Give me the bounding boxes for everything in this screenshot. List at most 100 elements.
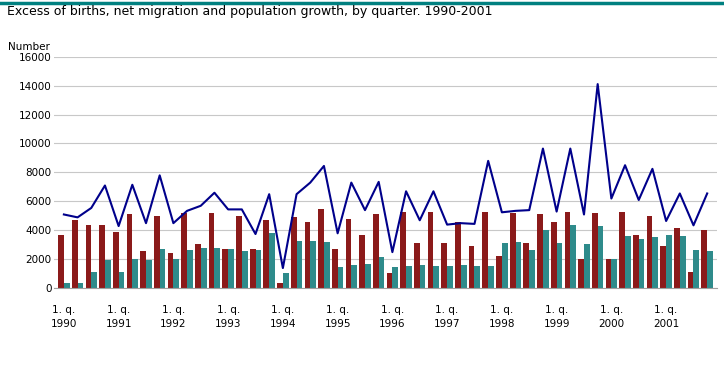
Text: 1. q.: 1. q.: [599, 305, 623, 315]
Bar: [154, 216, 160, 288]
Bar: [571, 225, 576, 288]
Text: 1. q.: 1. q.: [107, 305, 130, 315]
Bar: [387, 273, 392, 288]
Bar: [242, 251, 248, 288]
Text: 1. q.: 1. q.: [490, 305, 513, 315]
Bar: [173, 260, 179, 288]
Bar: [468, 246, 474, 288]
Bar: [406, 266, 412, 288]
Bar: [460, 265, 466, 288]
Bar: [639, 239, 644, 288]
Bar: [543, 230, 549, 288]
Text: 1992: 1992: [160, 319, 187, 329]
Bar: [551, 222, 557, 288]
Text: 1999: 1999: [544, 319, 570, 329]
Bar: [694, 250, 699, 288]
Bar: [132, 260, 138, 288]
Text: 1. q.: 1. q.: [272, 305, 295, 315]
Bar: [447, 266, 453, 288]
Bar: [222, 249, 228, 288]
Bar: [324, 242, 329, 288]
Bar: [291, 218, 297, 288]
Text: 2000: 2000: [598, 319, 624, 329]
Text: 1. q.: 1. q.: [326, 305, 349, 315]
Bar: [707, 251, 713, 288]
Bar: [256, 250, 261, 288]
Bar: [557, 243, 563, 288]
Bar: [365, 265, 371, 288]
Bar: [515, 242, 521, 288]
Bar: [400, 212, 406, 288]
Bar: [228, 249, 234, 288]
Text: 1997: 1997: [434, 319, 460, 329]
Text: 1993: 1993: [215, 319, 241, 329]
Text: Excess of births, net migration and population growth, by quarter. 1990-2001: Excess of births, net migration and popu…: [7, 5, 493, 19]
Bar: [127, 215, 132, 288]
Bar: [619, 212, 625, 288]
Bar: [442, 243, 447, 288]
Bar: [168, 253, 173, 288]
Bar: [674, 228, 680, 288]
Bar: [99, 224, 105, 288]
Bar: [85, 224, 91, 288]
Bar: [337, 266, 343, 288]
Bar: [269, 233, 275, 288]
Bar: [379, 257, 384, 288]
Bar: [578, 259, 584, 288]
Text: Number: Number: [8, 42, 50, 52]
Bar: [187, 250, 193, 288]
Bar: [105, 260, 111, 288]
Bar: [140, 251, 146, 288]
Bar: [77, 283, 83, 288]
Bar: [611, 259, 617, 288]
Bar: [688, 272, 694, 288]
Bar: [297, 241, 303, 288]
Text: 1. q.: 1. q.: [52, 305, 75, 315]
Bar: [625, 236, 631, 288]
Bar: [592, 213, 598, 288]
Bar: [666, 235, 672, 288]
Bar: [318, 209, 324, 288]
Bar: [236, 216, 242, 288]
Text: 1. q.: 1. q.: [216, 305, 240, 315]
Bar: [633, 235, 639, 288]
Bar: [482, 212, 488, 288]
Bar: [305, 222, 311, 288]
Bar: [488, 266, 494, 288]
Bar: [598, 226, 603, 288]
Bar: [146, 260, 152, 288]
Bar: [311, 241, 316, 288]
Bar: [428, 212, 434, 288]
Text: 1995: 1995: [324, 319, 351, 329]
Bar: [160, 249, 166, 288]
Bar: [91, 272, 97, 288]
Bar: [680, 236, 686, 288]
Text: 1994: 1994: [269, 319, 296, 329]
Bar: [420, 265, 426, 288]
Bar: [565, 212, 571, 288]
Bar: [660, 246, 666, 288]
Bar: [359, 235, 365, 288]
Bar: [496, 257, 502, 288]
Text: 1996: 1996: [379, 319, 405, 329]
Bar: [652, 237, 658, 288]
Bar: [502, 243, 508, 288]
Bar: [277, 283, 283, 288]
Bar: [414, 243, 420, 288]
Bar: [113, 232, 119, 288]
Bar: [181, 213, 187, 288]
Text: 1. q.: 1. q.: [381, 305, 404, 315]
Bar: [195, 244, 201, 288]
Bar: [264, 220, 269, 288]
Bar: [434, 266, 439, 288]
Bar: [373, 215, 379, 288]
Bar: [351, 265, 357, 288]
Text: 1. q.: 1. q.: [161, 305, 185, 315]
Bar: [584, 244, 590, 288]
Bar: [119, 272, 125, 288]
Bar: [392, 266, 398, 288]
Bar: [72, 220, 77, 288]
Bar: [283, 273, 289, 288]
Text: 1. q.: 1. q.: [545, 305, 568, 315]
Bar: [214, 248, 220, 288]
